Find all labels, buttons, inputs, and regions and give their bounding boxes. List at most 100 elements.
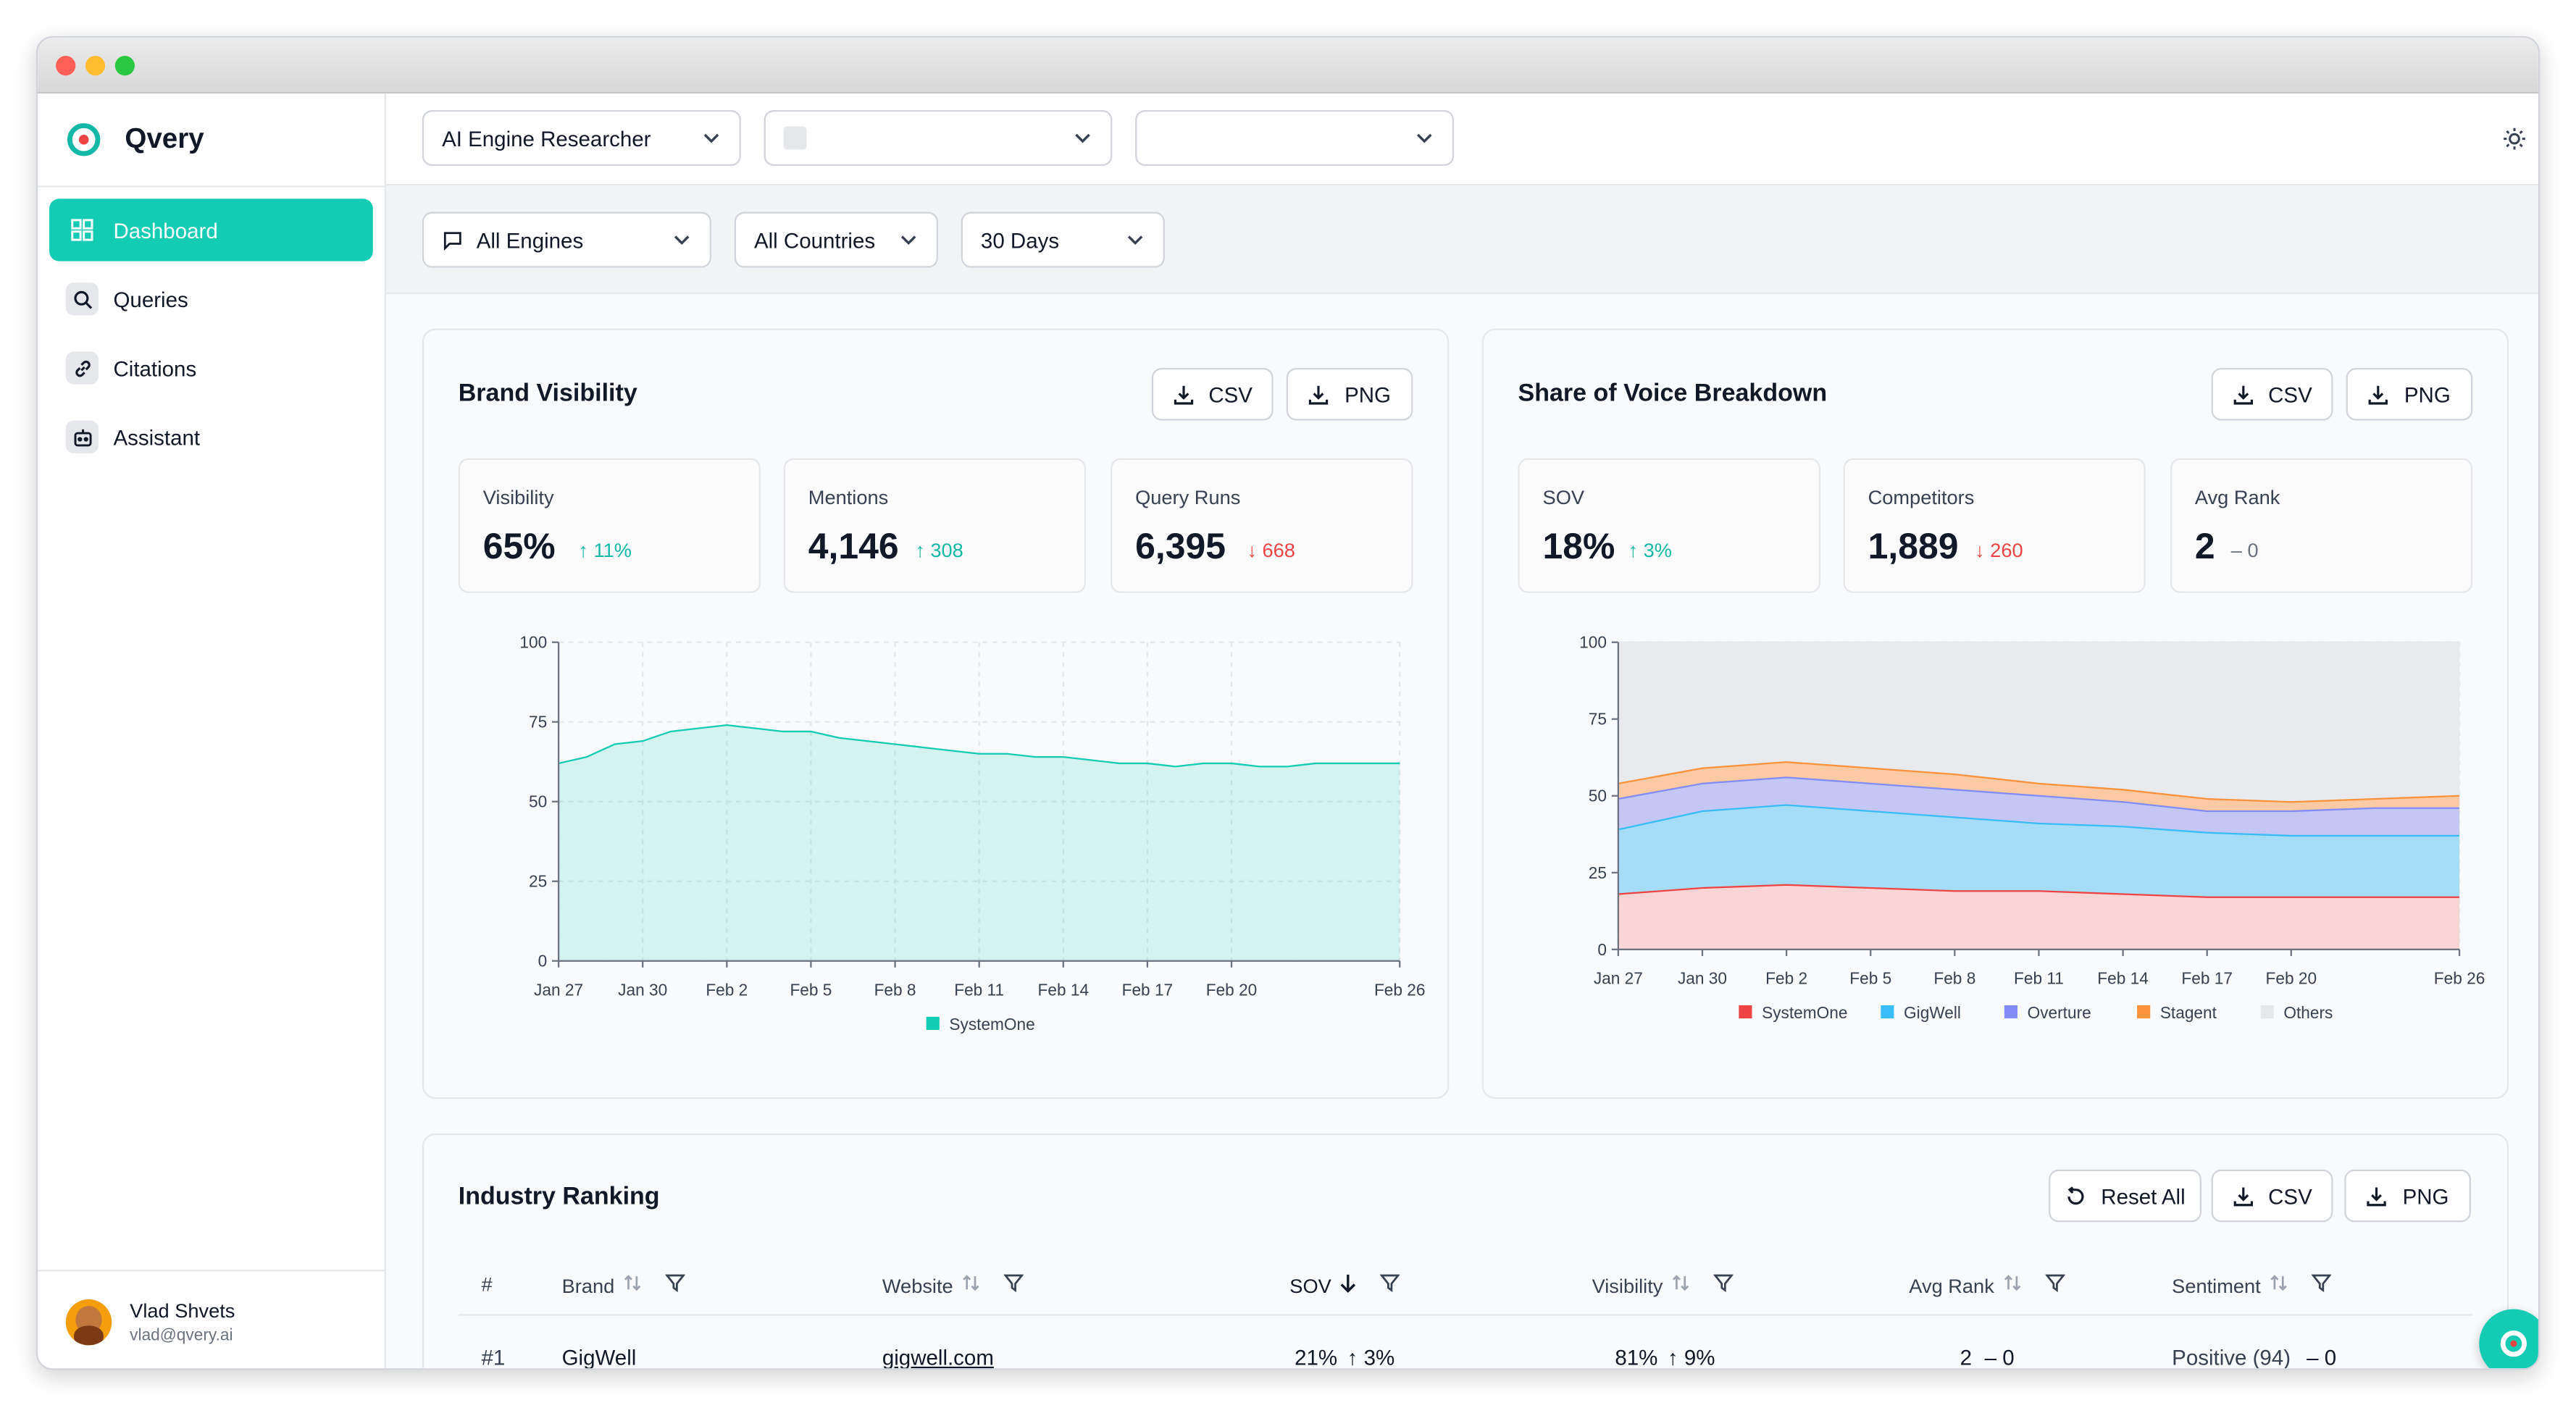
minimize-window-button[interactable] <box>85 56 106 76</box>
top-bar: AI Engine Researcher <box>385 93 2538 186</box>
column-header-sentiment[interactable]: Sentiment <box>2172 1273 2332 1298</box>
x-tick-label: Feb 26 <box>1374 980 1426 999</box>
sort-descending-icon[interactable] <box>1331 1273 1358 1298</box>
table-header-divider <box>458 1314 2473 1316</box>
avg-rank-cell: 2 <box>1960 1345 1973 1370</box>
stat-label: Query Runs <box>1135 486 1241 510</box>
column-label: # <box>481 1273 493 1296</box>
legend-swatch-overture <box>2004 1005 2017 1019</box>
robot-icon <box>65 420 99 453</box>
column-label: Brand <box>561 1273 615 1297</box>
stat-label: Avg Rank <box>2194 486 2280 510</box>
main-content: AI Engine Researcher All Engines All Cou… <box>385 93 2538 1370</box>
sidebar-item-assistant[interactable]: Assistant <box>49 406 373 468</box>
y-tick-label: 25 <box>529 872 547 891</box>
sort-icon[interactable] <box>1663 1273 1691 1298</box>
reset-icon <box>2067 1186 2084 1204</box>
legend-label-systemone: SystemOne <box>1762 1003 1847 1022</box>
x-tick-label: Feb 17 <box>2181 968 2233 987</box>
legend-swatch-stagent <box>2137 1005 2151 1019</box>
stat-delta: ↑ 11% <box>578 538 632 562</box>
png-export-button[interactable]: PNG <box>2344 1169 2471 1223</box>
button-label: CSV <box>2268 382 2312 407</box>
png-export-button[interactable]: PNG <box>1286 368 1413 421</box>
filter-icon[interactable] <box>2022 1273 2065 1298</box>
stat-query-runs: Query Runs 6,395 ↓ 668 <box>1111 458 1413 593</box>
csv-export-button[interactable]: CSV <box>2211 368 2333 421</box>
period-filter[interactable]: 30 Days <box>961 211 1165 268</box>
maximize-window-button[interactable] <box>114 56 135 76</box>
project-select[interactable]: AI Engine Researcher <box>422 109 741 167</box>
sidebar-item-citations[interactable]: Citations <box>49 337 373 399</box>
column-label: Sentiment <box>2172 1273 2261 1297</box>
stat-value: 1,889 <box>1868 525 1959 567</box>
sort-icon[interactable] <box>614 1273 643 1298</box>
column-header-avg-rank[interactable]: Avg Rank <box>1909 1273 2065 1298</box>
y-tick-label: 25 <box>1589 863 1607 882</box>
x-tick-label: Feb 5 <box>1849 968 1891 987</box>
logo-icon <box>67 123 101 156</box>
brand-placeholder-icon <box>783 126 807 150</box>
csv-export-button[interactable]: CSV <box>1151 368 1274 421</box>
legend-label-others: Others <box>2283 1003 2333 1022</box>
area-systemone <box>1618 884 2460 950</box>
assistant-fab-button[interactable] <box>2479 1309 2538 1369</box>
download-icon <box>1309 385 1329 404</box>
avatar[interactable] <box>65 1299 112 1346</box>
close-window-button[interactable] <box>56 56 76 76</box>
visibility-area-chart: 0 25 50 75 100 Jan 27 Jan 30 Feb 2 Feb 5 Feb 8 Feb… <box>519 633 1426 1034</box>
download-icon <box>2233 385 2253 404</box>
y-tick-label: 50 <box>1589 787 1607 805</box>
column-header-website[interactable]: Website <box>882 1273 1024 1298</box>
period-filter-value: 30 Days <box>980 227 1060 253</box>
sov-stacked-area-chart: 0 25 50 75 100 Jan 27 Jan 30 Feb 2 Feb 5 Feb 8 Feb… <box>1579 633 2485 1022</box>
industry-ranking-card: Industry Ranking Reset All CSV PNG # Bra… <box>422 1133 2509 1370</box>
column-label: Website <box>882 1273 953 1297</box>
country-filter[interactable]: All Countries <box>734 211 938 268</box>
visibility-cell: 81% <box>1615 1345 1658 1370</box>
sentiment-cell: Positive (94) <box>2172 1345 2291 1370</box>
filter-icon[interactable] <box>1358 1273 1401 1298</box>
stat-delta: ↑ 3% <box>1628 538 1673 562</box>
stat-value: 6,395 <box>1135 525 1226 567</box>
button-label: CSV <box>1208 382 1253 407</box>
sort-icon[interactable] <box>1994 1273 2023 1298</box>
brand-select[interactable] <box>764 109 1113 167</box>
visibility-delta: ↑ 9% <box>1667 1345 1715 1370</box>
theme-toggle-icon[interactable] <box>2502 127 2527 151</box>
column-header-sov[interactable]: SOV <box>1289 1273 1401 1298</box>
legend-swatch-others <box>2260 1005 2274 1019</box>
secondary-select[interactable] <box>1135 109 1455 167</box>
website-link[interactable]: gigwell.com <box>882 1345 994 1370</box>
filter-icon[interactable] <box>1691 1273 1734 1298</box>
filter-icon[interactable] <box>981 1273 1024 1298</box>
line-overture <box>1618 776 2460 813</box>
stat-value: 2 <box>2194 525 2215 567</box>
sort-icon[interactable] <box>2261 1273 2289 1298</box>
card-title: Industry Ranking <box>458 1182 660 1211</box>
filter-icon[interactable] <box>643 1273 686 1298</box>
y-tick-label: 50 <box>529 792 547 811</box>
chevron-down-icon <box>674 235 690 246</box>
csv-export-button[interactable]: CSV <box>2211 1169 2333 1223</box>
column-header-visibility[interactable]: Visibility <box>1592 1273 1734 1298</box>
download-icon <box>2369 385 2388 404</box>
sidebar-item-queries[interactable]: Queries <box>49 268 373 330</box>
sidebar-item-dashboard[interactable]: Dashboard <box>49 198 373 261</box>
png-export-button[interactable]: PNG <box>2346 368 2473 421</box>
brand-visibility-card: Brand Visibility CSV PNG Visibility 65% … <box>422 328 1450 1099</box>
legend-label-stagent: Stagent <box>2160 1003 2217 1022</box>
column-header-brand[interactable]: Brand <box>561 1273 686 1298</box>
y-tick-label: 100 <box>1579 633 1607 652</box>
stat-value: 4,146 <box>808 525 899 567</box>
x-tick-label: Feb 5 <box>790 980 832 999</box>
sov-delta: ↑ 3% <box>1347 1345 1395 1370</box>
x-tick-label: Feb 2 <box>706 980 748 999</box>
stat-label: Mentions <box>808 486 889 510</box>
reset-all-button[interactable]: Reset All <box>2049 1169 2201 1223</box>
engine-filter[interactable]: All Engines <box>422 211 712 268</box>
stat-label: SOV <box>1542 486 1585 510</box>
dashboard-icon <box>66 214 99 246</box>
filter-icon[interactable] <box>2288 1273 2332 1298</box>
sort-icon[interactable] <box>953 1273 982 1298</box>
